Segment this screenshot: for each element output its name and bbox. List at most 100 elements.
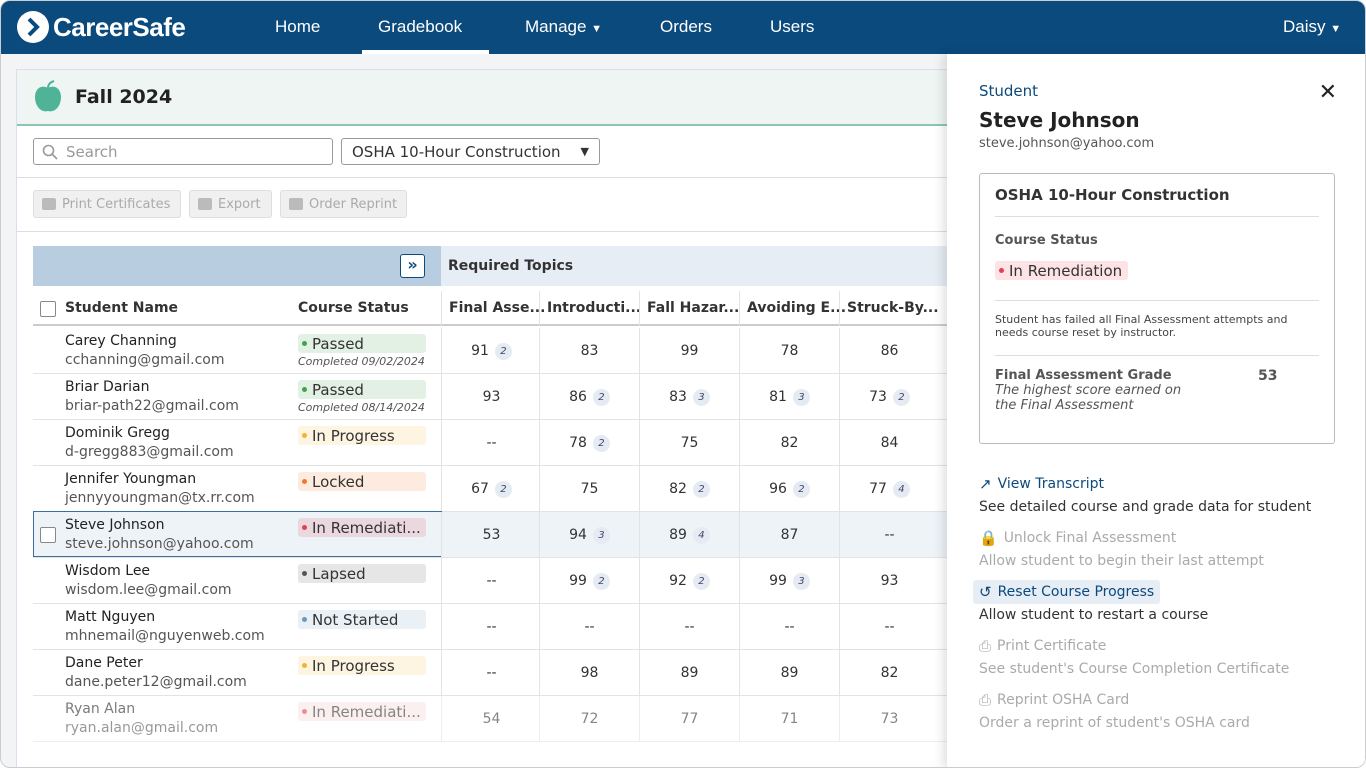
score-cell[interactable]: 77 bbox=[639, 696, 739, 742]
score-cell[interactable]: -- bbox=[539, 604, 639, 650]
divider bbox=[17, 177, 957, 178]
score-cell[interactable]: 89 bbox=[739, 650, 839, 696]
toolbar-button[interactable]: Export bbox=[189, 190, 272, 218]
nav-item[interactable]: Gradebook bbox=[378, 17, 462, 37]
action-label: Reprint OSHA Card bbox=[997, 692, 1129, 708]
nav-item[interactable]: Manage ▼ bbox=[525, 17, 602, 37]
score-cell[interactable]: 922 bbox=[639, 558, 739, 604]
score-cell[interactable]: 71 bbox=[739, 696, 839, 742]
brand[interactable]: CareerSafe bbox=[17, 11, 185, 43]
score-cell[interactable]: -- bbox=[441, 558, 541, 604]
score-cell[interactable]: 86 bbox=[839, 328, 939, 374]
score-cell[interactable]: 992 bbox=[539, 558, 639, 604]
score-cell[interactable]: 833 bbox=[639, 374, 739, 420]
score-cell[interactable]: 82 bbox=[739, 420, 839, 466]
nav-item[interactable]: Home bbox=[275, 17, 320, 37]
score-cell[interactable]: -- bbox=[441, 420, 541, 466]
score: 78 bbox=[781, 343, 799, 359]
score-cell[interactable]: 82 bbox=[839, 650, 939, 696]
score-cell[interactable]: 962 bbox=[739, 466, 839, 512]
score-cell[interactable]: 78 bbox=[739, 328, 839, 374]
score-cell[interactable]: -- bbox=[739, 604, 839, 650]
table-row[interactable]: Carey Channingcchanning@gmail.comPassedC… bbox=[33, 328, 947, 374]
action-link[interactable]: ↺Reset Course Progress bbox=[973, 580, 1160, 604]
status-text: In Progress bbox=[312, 657, 395, 675]
completed-date: Completed 09/02/2024 bbox=[298, 355, 426, 368]
table-row[interactable]: Dominik Greggd-gregg883@gmail.comIn Prog… bbox=[33, 420, 947, 466]
score-cell[interactable]: 93 bbox=[441, 374, 541, 420]
score-cell[interactable]: 732 bbox=[839, 374, 939, 420]
close-button[interactable]: ✕ bbox=[1319, 80, 1337, 105]
score-cell[interactable]: 672 bbox=[441, 466, 541, 512]
column-header[interactable]: Course Status bbox=[298, 291, 409, 326]
score-cell[interactable]: 73 bbox=[839, 696, 939, 742]
grade-description: The highest score earned on the Final As… bbox=[995, 383, 1200, 413]
table-row[interactable]: Dane Peterdane.peter12@gmail.comIn Progr… bbox=[33, 650, 947, 696]
score-cell[interactable]: -- bbox=[639, 604, 739, 650]
score-cell[interactable]: -- bbox=[441, 650, 541, 696]
score-cell[interactable]: 813 bbox=[739, 374, 839, 420]
score-cell[interactable]: 993 bbox=[739, 558, 839, 604]
score-cell[interactable]: -- bbox=[839, 604, 939, 650]
score: 53 bbox=[483, 527, 501, 543]
score-cell[interactable]: 83 bbox=[539, 328, 639, 374]
status-pill: Lapsed bbox=[298, 564, 426, 583]
student-name: Steve Johnson bbox=[979, 108, 1140, 132]
score-cell[interactable]: 822 bbox=[639, 466, 739, 512]
search-input[interactable]: Search bbox=[33, 138, 333, 165]
toolbar-button[interactable]: Order Reprint bbox=[280, 190, 407, 218]
table-row[interactable]: Ryan Alanryan.alan@gmail.comIn Remediati… bbox=[33, 696, 947, 742]
table-row[interactable]: Matt Nguyenmhnemail@nguyenweb.comNot Sta… bbox=[33, 604, 947, 650]
column-header[interactable]: Student Name bbox=[65, 291, 178, 326]
student-email: jennyyoungman@tx.rr.com bbox=[65, 489, 255, 508]
status-note: Student has failed all Final Assessment … bbox=[995, 301, 1319, 356]
score-cell[interactable]: 98 bbox=[539, 650, 639, 696]
user-menu[interactable]: Daisy ▼ bbox=[1283, 17, 1341, 37]
column-header[interactable]: Fall Hazar... bbox=[639, 291, 739, 326]
attempts-badge: 2 bbox=[593, 573, 610, 590]
score: 78 bbox=[569, 435, 587, 451]
table-row[interactable]: Wisdom Leewisdom.lee@gmail.comLapsed--99… bbox=[33, 558, 947, 604]
score-cell[interactable]: 72 bbox=[539, 696, 639, 742]
student-email: d-gregg883@gmail.com bbox=[65, 443, 234, 462]
score: 75 bbox=[581, 481, 599, 497]
expand-button[interactable]: » bbox=[400, 254, 425, 278]
table-row[interactable]: Briar Darianbriar-path22@gmail.comPassed… bbox=[33, 374, 947, 420]
score-cell[interactable]: 93 bbox=[839, 558, 939, 604]
column-header[interactable]: Final Asse... bbox=[441, 291, 539, 326]
score-cell[interactable]: 84 bbox=[839, 420, 939, 466]
action-link[interactable]: ↗View Transcript bbox=[973, 472, 1110, 496]
score-cell[interactable]: 53 bbox=[441, 512, 541, 558]
attempts-badge: 2 bbox=[495, 481, 512, 498]
student-name: Briar Darian bbox=[65, 378, 239, 397]
status-text: Passed bbox=[312, 335, 364, 353]
score-cell[interactable]: 99 bbox=[639, 328, 739, 374]
score-cell[interactable]: 54 bbox=[441, 696, 541, 742]
column-header[interactable]: Introducti... bbox=[539, 291, 639, 326]
score-cell[interactable]: 862 bbox=[539, 374, 639, 420]
score-cell[interactable]: 912 bbox=[441, 328, 541, 374]
nav-item[interactable]: Orders bbox=[660, 17, 712, 37]
table-row[interactable]: Steve Johnsonsteve.johnson@yahoo.comIn R… bbox=[33, 512, 947, 558]
student-name: Steve Johnson bbox=[65, 516, 254, 535]
score-cell[interactable]: -- bbox=[441, 604, 541, 650]
student-cell: Ryan Alanryan.alan@gmail.com bbox=[65, 700, 218, 742]
score-cell[interactable]: 89 bbox=[639, 650, 739, 696]
score-cell[interactable]: 75 bbox=[639, 420, 739, 466]
course-dropdown[interactable]: OSHA 10-Hour Construction ▼ bbox=[341, 138, 600, 165]
score-cell[interactable]: -- bbox=[839, 512, 939, 558]
status-dot bbox=[302, 341, 307, 346]
score-cell[interactable]: 782 bbox=[539, 420, 639, 466]
score-cell[interactable]: 774 bbox=[839, 466, 939, 512]
score-cell[interactable]: 87 bbox=[739, 512, 839, 558]
score-cell[interactable]: 894 bbox=[639, 512, 739, 558]
score-cell[interactable]: 75 bbox=[539, 466, 639, 512]
column-header[interactable]: Struck-By... bbox=[839, 291, 939, 326]
table-row[interactable]: Jennifer Youngmanjennyyoungman@tx.rr.com… bbox=[33, 466, 947, 512]
toolbar-button[interactable]: Print Certificates bbox=[33, 190, 181, 218]
score-cell[interactable]: 943 bbox=[539, 512, 639, 558]
top-nav: CareerSafe Home Gradebook Manage ▼ Orders Us… bbox=[1, 1, 1366, 54]
nav-item[interactable]: Users bbox=[770, 17, 814, 37]
column-header[interactable]: Avoiding E... bbox=[739, 291, 839, 326]
student-email: mhnemail@nguyenweb.com bbox=[65, 627, 265, 646]
